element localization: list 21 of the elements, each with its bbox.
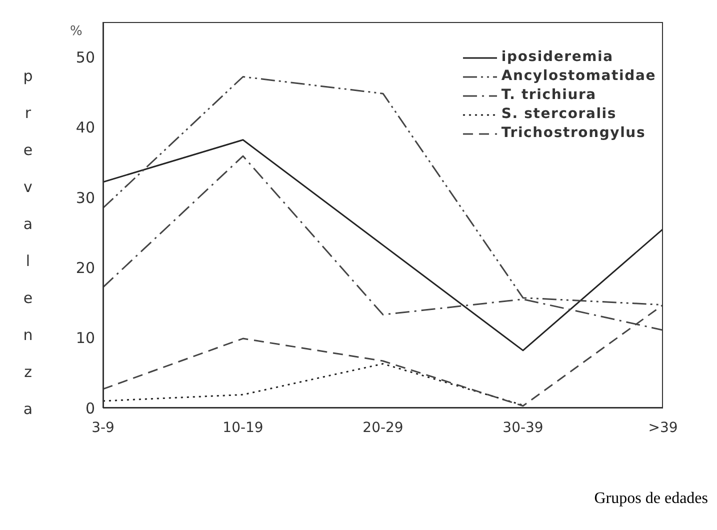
legend-label: iposideremia	[501, 48, 614, 67]
text: Grupos de edades	[594, 490, 708, 508]
y-tick-label: 40	[76, 118, 95, 137]
y-tick-label: 30	[76, 188, 95, 207]
y-tick-label: 0	[85, 399, 95, 418]
legend-label: Ancylostomatidae	[501, 67, 656, 86]
x-tick-label: 3-9	[92, 420, 114, 436]
text: %	[70, 24, 82, 39]
x-tick-label: 20-29	[362, 420, 404, 436]
y-tick-label: 50	[76, 48, 95, 66]
line-series	[103, 363, 524, 406]
x-tick-label: 30-39	[502, 420, 544, 436]
legend-label: Trichostrongylus	[501, 124, 646, 143]
legend-label: S. stercoralis	[501, 105, 617, 124]
y-tick-label: 10	[76, 329, 95, 348]
y-tick-label: 20	[76, 258, 95, 277]
line-series	[103, 139, 663, 352]
x-tick-label: >39	[648, 420, 678, 436]
x-tick-label: 10-19	[222, 420, 264, 436]
legend-label: T. trichiura	[501, 86, 596, 105]
text: prevalenza	[23, 67, 33, 418]
